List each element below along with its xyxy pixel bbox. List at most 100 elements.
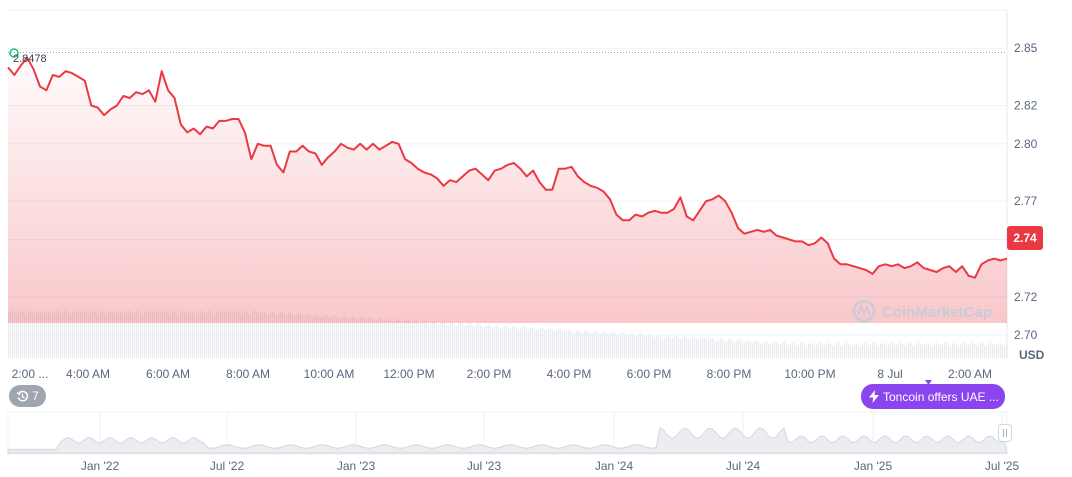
volume-bar <box>236 310 238 358</box>
volume-bar <box>946 343 948 358</box>
volume-bar <box>932 345 934 358</box>
volume-bar <box>954 342 956 358</box>
volume-bar <box>96 313 98 358</box>
volume-bar <box>812 343 814 358</box>
volume-bar <box>356 319 358 358</box>
volume-bar <box>374 320 376 358</box>
volume-bar <box>940 345 942 358</box>
volume-bar <box>1004 345 1006 358</box>
volume-bar <box>312 316 314 358</box>
events-badge[interactable]: 7 <box>9 385 46 407</box>
volume-bar <box>636 335 638 358</box>
volume-bar <box>756 340 758 358</box>
volume-bar <box>484 326 486 358</box>
volume-bar <box>18 311 20 358</box>
volume-bar <box>56 310 58 358</box>
volume-bar <box>684 336 686 358</box>
volume-bar <box>428 323 430 358</box>
volume-bar <box>344 315 346 358</box>
volume-bar <box>122 312 124 358</box>
volume-bar <box>974 344 976 358</box>
volume-bar <box>184 311 186 358</box>
volume-bar <box>314 315 316 358</box>
volume-bar <box>828 342 830 358</box>
volume-bar <box>292 314 294 358</box>
volume-bar <box>384 321 386 358</box>
volume-bar <box>234 311 236 358</box>
volume-bar <box>516 327 518 358</box>
volume-bar <box>360 317 362 358</box>
volume-bar <box>174 311 176 358</box>
volume-bar <box>876 344 878 358</box>
overview-x-tick-label: Jan '25 <box>854 459 893 473</box>
volume-bar <box>920 343 922 358</box>
overview-navigator[interactable]: Jan '22 Jul '22 Jan '23 Jul '23 Jan '24 Jul '… <box>7 411 1019 473</box>
volume-bar <box>572 332 574 358</box>
volume-bar <box>396 319 398 358</box>
volume-bar <box>248 313 250 358</box>
volume-bar <box>108 311 110 358</box>
volume-bar <box>610 333 612 358</box>
volume-bar <box>622 332 624 358</box>
volume-bar <box>204 313 206 358</box>
volume-bar <box>948 344 950 358</box>
volume-bar <box>694 336 696 358</box>
volume-bar <box>188 312 190 358</box>
volume-bar <box>892 342 894 358</box>
volume-bar <box>492 327 494 358</box>
volume-bar <box>862 343 864 358</box>
volume-bar <box>116 312 118 358</box>
volume-bar <box>34 313 36 358</box>
volume-bar <box>224 312 226 358</box>
news-event-pill[interactable]: Toncoin offers UAE ... <box>861 384 1005 409</box>
volume-bar <box>698 339 700 358</box>
volume-bar <box>980 342 982 358</box>
volume-bar <box>150 313 152 358</box>
volume-bar <box>570 330 572 358</box>
volume-bar <box>408 320 410 358</box>
volume-bar <box>132 313 134 358</box>
volume-bar <box>270 312 272 358</box>
navigator-drag-handle[interactable] <box>998 424 1012 442</box>
volume-bar <box>696 338 698 358</box>
volume-bar <box>370 317 372 358</box>
volume-bar <box>202 312 204 358</box>
volume-bar <box>490 326 492 358</box>
volume-bar <box>320 316 322 358</box>
volume-bar <box>508 327 510 358</box>
volume-bar <box>410 322 412 358</box>
volume-bar <box>308 313 310 358</box>
volume-bar <box>788 345 790 358</box>
volume-bar <box>10 311 12 358</box>
volume-bar <box>458 323 460 358</box>
volume-bar <box>480 325 482 358</box>
volume-bar <box>526 328 528 358</box>
volume-bar <box>488 324 490 358</box>
volume-bar <box>398 319 400 358</box>
volume-bar <box>602 332 604 358</box>
volume-bar <box>294 315 296 358</box>
volume-bar <box>1000 343 1002 358</box>
volume-bar <box>316 314 318 358</box>
volume-bar <box>262 310 264 358</box>
volume-bar <box>538 329 540 358</box>
volume-bar <box>924 344 926 358</box>
volume-bar <box>266 313 268 358</box>
volume-bar <box>644 336 646 358</box>
price-line-series[interactable] <box>7 56 1008 279</box>
volume-bar <box>832 345 834 358</box>
volume-bar <box>936 342 938 358</box>
volume-bar <box>624 334 626 358</box>
volume-bar <box>22 311 24 358</box>
volume-bar <box>994 345 996 358</box>
volume-bar <box>520 328 522 358</box>
volume-bar <box>916 343 918 358</box>
volume-bar <box>78 313 80 358</box>
volume-bar <box>794 343 796 358</box>
volume-bar <box>474 326 476 358</box>
volume-bar <box>870 344 872 358</box>
volume-bar <box>504 325 506 358</box>
volume-bar <box>506 325 508 358</box>
volume-bar <box>534 328 536 358</box>
